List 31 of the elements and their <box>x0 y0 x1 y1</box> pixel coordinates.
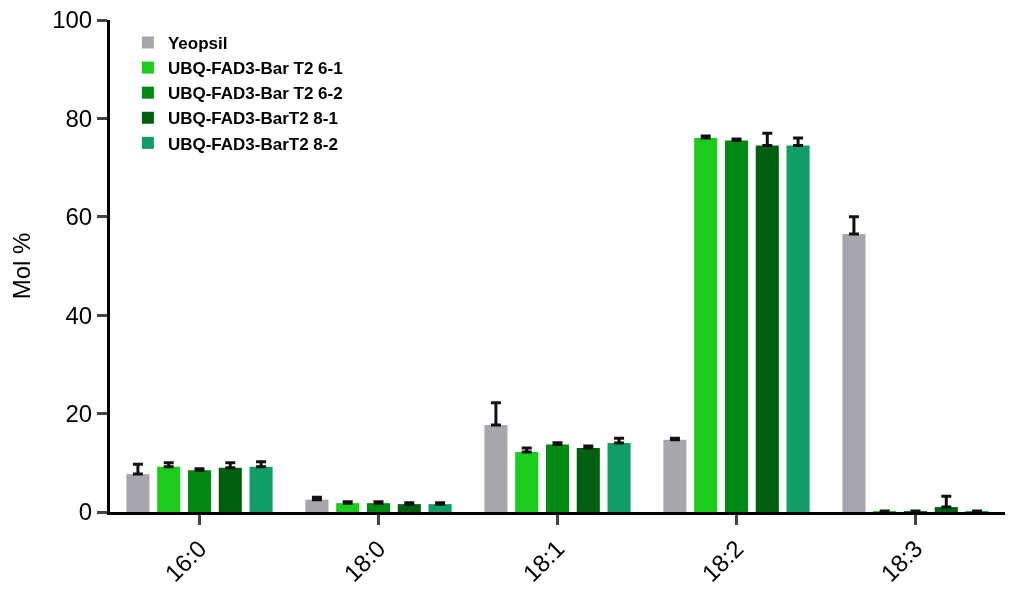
bar <box>187 470 212 512</box>
bar <box>305 499 329 512</box>
x-tick-label: 18:1 <box>517 534 570 587</box>
legend-label: Yeopsil <box>167 34 228 54</box>
y-tick-label: 40 <box>65 301 93 329</box>
legend-label: UBQ-FAD3-BarT2 8-2 <box>167 134 338 154</box>
bar <box>126 474 150 512</box>
bar <box>249 466 273 512</box>
bar <box>515 451 539 512</box>
y-tick-label: 20 <box>65 400 93 427</box>
bar <box>336 503 360 512</box>
bar <box>576 448 600 512</box>
bar <box>545 444 570 512</box>
legend-label: UBQ-FAD3-BarT2 8-1 <box>167 109 338 129</box>
y-axis-title: Mol % <box>8 232 36 300</box>
bar <box>842 234 866 512</box>
y-tick-label: 100 <box>52 6 93 34</box>
bar <box>157 466 181 512</box>
legend-label: UBQ-FAD3-Bar T2 6-2 <box>167 84 343 104</box>
y-tick-label: 60 <box>65 203 93 231</box>
bar <box>663 439 687 512</box>
bar <box>755 145 779 512</box>
bar <box>694 138 718 512</box>
bar <box>218 467 242 512</box>
bar <box>724 140 749 512</box>
bar <box>786 145 810 512</box>
bar <box>484 424 508 512</box>
bar <box>607 443 631 512</box>
y-tick-label: 0 <box>78 498 93 526</box>
y-tick-label: 80 <box>65 104 93 132</box>
legend-label: UBQ-FAD3-Bar T2 6-1 <box>167 59 343 79</box>
